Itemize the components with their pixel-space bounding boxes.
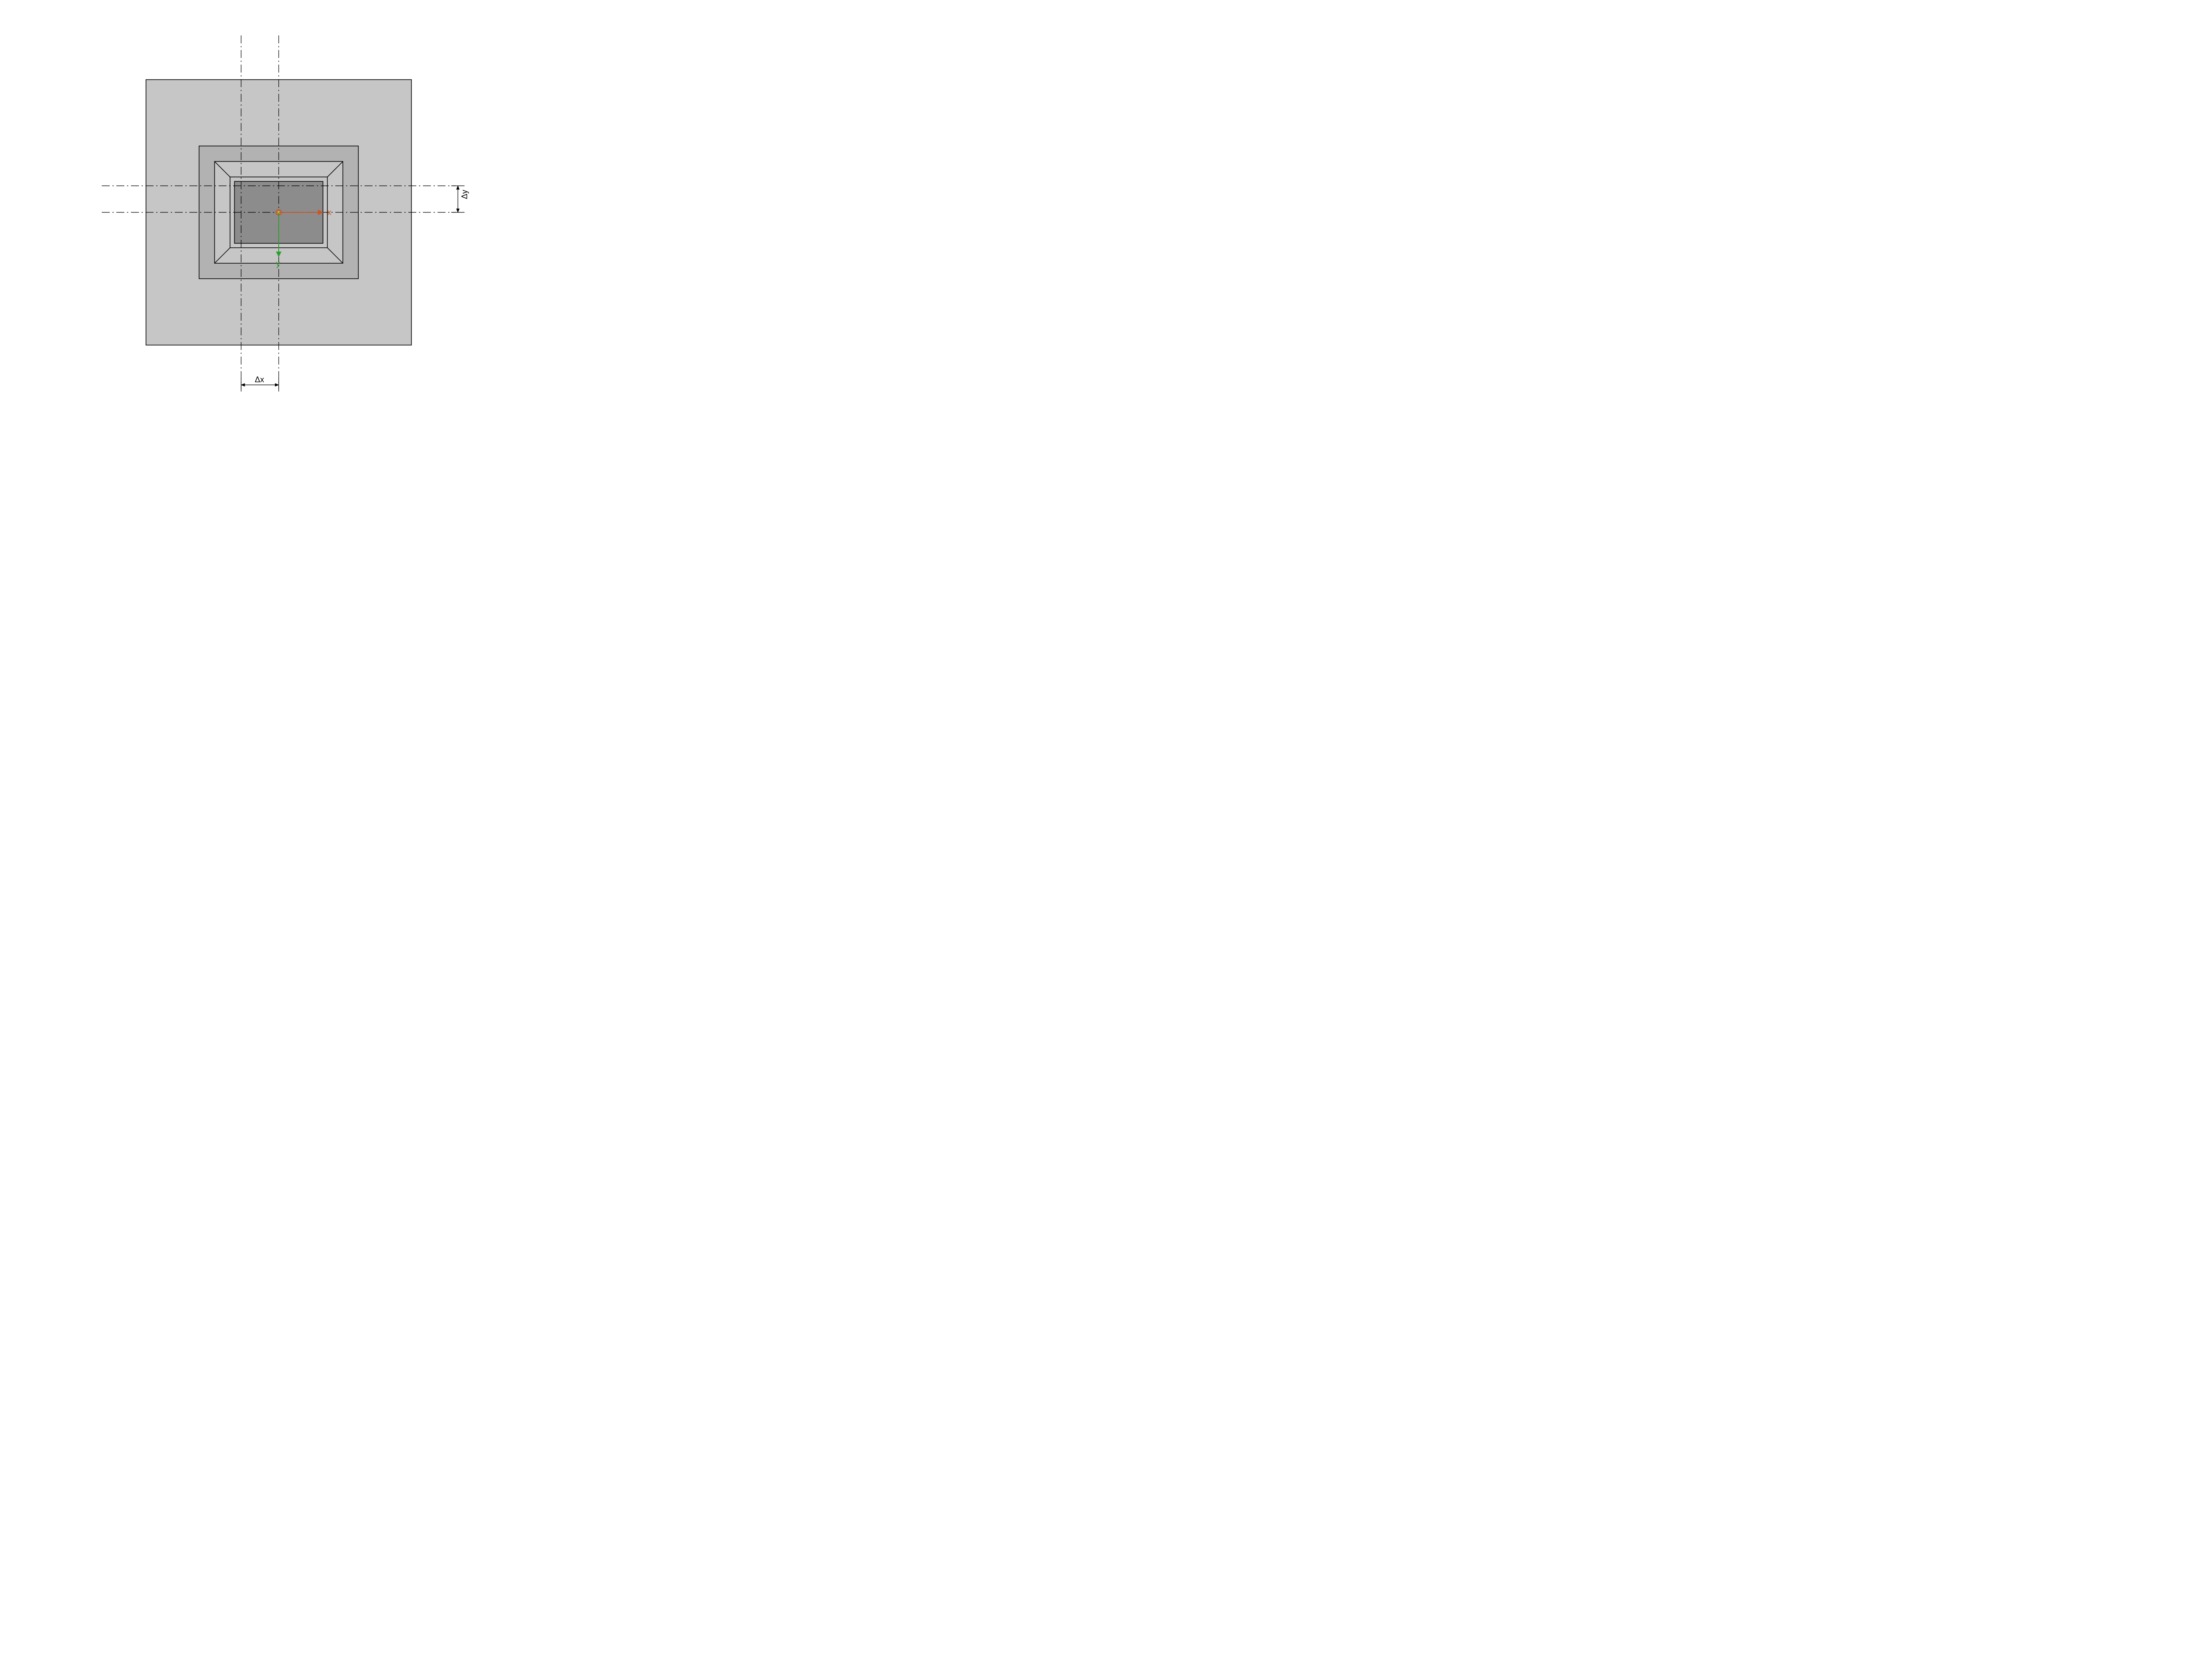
y-axis-label: y (276, 259, 280, 268)
dimension-dy: Δy (451, 186, 469, 212)
plan-view-diagram: x y Δx Δy (0, 0, 566, 425)
dimension-dy-label: Δy (460, 190, 469, 199)
dimension-dx-label: Δx (255, 375, 264, 384)
x-axis-label: x (327, 208, 331, 217)
dimension-dx: Δx (241, 375, 279, 392)
